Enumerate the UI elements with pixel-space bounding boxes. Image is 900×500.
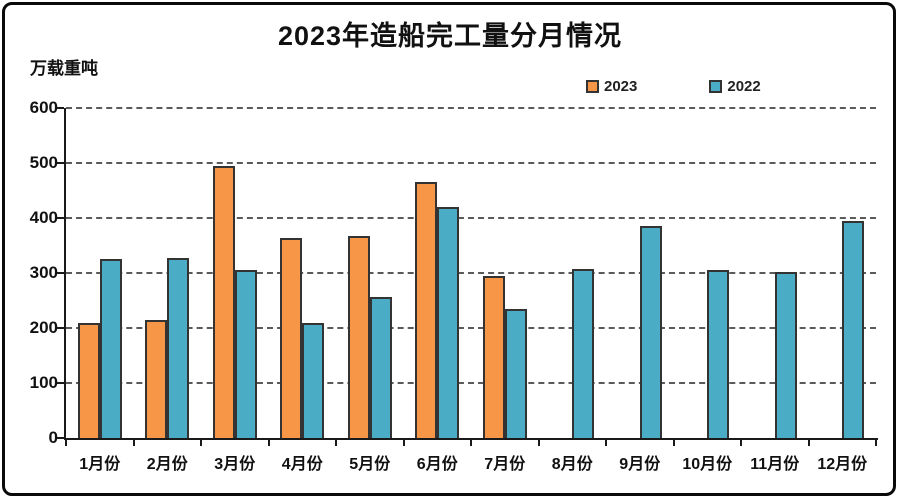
x-axis-tick (470, 440, 472, 446)
x-axis-label-4月份: 4月份 (281, 456, 323, 473)
y-axis-tick (57, 437, 64, 439)
bar-2023-3月份 (212, 166, 235, 438)
gridline-600 (66, 107, 876, 109)
x-axis-label-5月份: 5月份 (349, 456, 391, 473)
y-axis-tick (57, 327, 64, 329)
x-axis-tick (537, 440, 540, 446)
x-axis-label-8月份: 8月份 (551, 456, 593, 473)
gridline-300 (66, 272, 876, 274)
y-tick-label-0: 0 (48, 428, 58, 447)
x-axis-label-1月份: 1月份 (79, 456, 121, 473)
bar-2022-11月份 (774, 271, 797, 438)
bar-2022-1月份 (99, 259, 122, 438)
chart-title: 2023年造船完工量分月情况 (277, 21, 623, 51)
gridline-500 (66, 162, 876, 164)
y-axis-tick (57, 217, 64, 219)
x-axis-label-10月份: 10月份 (682, 456, 733, 473)
x-axis-tick (605, 440, 607, 446)
x-axis-tick (65, 440, 67, 446)
bar-2023-1月份 (77, 322, 100, 438)
legend-swatch-2023-icon (586, 80, 599, 93)
bar-2022-9月份 (639, 225, 662, 438)
x-axis-label-7月份: 7月份 (484, 456, 526, 473)
bar-2022-8月份 (572, 268, 595, 438)
plot-area (57, 107, 878, 446)
y-axis-tick (57, 272, 64, 274)
y-axis-tick-labels: 600 500 400 300 200 100 0 (8, 98, 58, 447)
y-tick-label-300: 300 (29, 263, 58, 282)
bar-2023-5月份 (347, 235, 370, 438)
bar-2023-6月份 (415, 182, 438, 438)
legend-item-2022: 2022 (709, 78, 761, 95)
y-tick-label-100: 100 (29, 373, 58, 392)
y-axis-line (64, 108, 66, 440)
legend-label-2022: 2022 (727, 78, 761, 95)
x-axis-line (64, 438, 878, 440)
y-tick-label-600: 600 (29, 98, 58, 117)
bar-2023-2月份 (145, 320, 168, 438)
x-axis-tick (132, 440, 135, 446)
x-axis-label-2月份: 2月份 (146, 456, 188, 473)
x-axis-tick (402, 440, 405, 446)
bar-2022-10月份 (707, 269, 730, 438)
bar-2022-3月份 (234, 269, 257, 438)
x-axis-label-9月份: 9月份 (619, 456, 661, 473)
x-axis-tick (807, 440, 810, 446)
bar-2022-5月份 (369, 297, 392, 438)
x-axis-label-12月份: 12月份 (817, 456, 868, 473)
bar-2023-4月份 (280, 238, 303, 438)
legend-swatch-2022-icon (709, 80, 723, 93)
legend-label-2023: 2023 (604, 78, 638, 95)
x-axis-tick (875, 440, 877, 446)
y-tick-label-200: 200 (29, 318, 58, 337)
x-axis-label-6月份: 6月份 (416, 456, 458, 473)
bar-2022-4月份 (302, 322, 325, 438)
x-axis-tick (740, 440, 742, 446)
bar-2023-7月份 (482, 275, 505, 438)
legend: 2023 2022 (586, 78, 761, 95)
y-axis-unit-label: 万载重吨 (30, 59, 98, 78)
bar-2022-6月份 (437, 207, 460, 438)
x-axis-tick (267, 440, 270, 446)
x-axis-tick (200, 440, 202, 446)
bar-2022-7月份 (504, 309, 527, 438)
x-axis-tick (335, 440, 337, 446)
y-tick-label-400: 400 (29, 208, 58, 227)
legend-item-2023: 2023 (586, 78, 637, 95)
y-axis-tick (57, 162, 64, 164)
y-tick-label-500: 500 (29, 153, 58, 172)
gridline-200 (66, 327, 876, 329)
x-axis-tick (672, 440, 675, 446)
x-axis-labels: 1月份 2月份 3月份 4月份 5月份 6月份 7月份 8月份 9月份 10月份 11月份 12月份 (66, 450, 876, 474)
gridline-400 (66, 217, 876, 219)
x-axis-label-11月份: 11月份 (750, 456, 800, 473)
y-axis-tick (57, 107, 64, 109)
bar-2022-12月份 (842, 221, 865, 438)
y-axis-tick (57, 382, 64, 384)
bar-2022-2月份 (167, 257, 190, 438)
x-axis-label-3月份: 3月份 (214, 456, 256, 473)
gridline-100 (66, 382, 876, 384)
